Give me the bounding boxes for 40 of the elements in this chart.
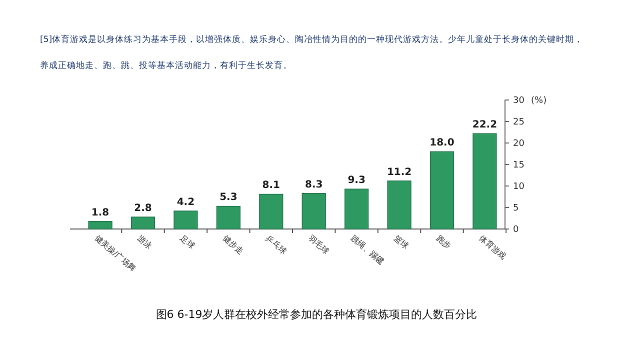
bar: [174, 210, 198, 230]
x-tick-label: 跳绳、踢毽: [349, 234, 386, 266]
y-tick-label: 30: [513, 96, 525, 106]
y-axis-title: (%): [531, 96, 547, 106]
y-tick-label: 15: [513, 160, 524, 171]
bar: [130, 216, 156, 230]
x-tick-label: 健美操/广场舞: [93, 234, 138, 274]
bar: [302, 193, 326, 230]
y-tick-label: 0: [513, 225, 519, 236]
x-tick-label: 体育游戏: [477, 234, 508, 262]
bar: [88, 220, 112, 230]
x-tick-label: 跑步: [434, 234, 453, 251]
data-label: 22.2: [472, 120, 498, 131]
x-tick-label: 乒乓球: [264, 234, 288, 256]
data-label: 8.3: [304, 179, 323, 190]
x-tick-label: 羽毛球: [306, 234, 331, 256]
data-label: 4.2: [176, 196, 195, 208]
bar: [344, 188, 369, 230]
x-tick-label: 游泳: [136, 234, 154, 251]
data-label: 8.1: [262, 180, 280, 192]
y-tick-label: 25: [513, 118, 524, 128]
text: 图6 6-19岁人群在校外经常参加的各种体育锻炼项目的人数百分比: [156, 308, 478, 321]
text: [5]体育游戏是以身体练习为基本手段，以增强体质、娱乐身心、陶冶性情为目的的一种现代游戏方法。少年儿童处于长身体的关键时期，养成正确地走、跑、跳、投等基本活动能力，有利于生长发育。: [40, 35, 584, 71]
data-label: 18.0: [430, 138, 454, 149]
bar: [387, 180, 412, 230]
x-tick-label: 健步走: [221, 234, 246, 256]
bar: [430, 151, 454, 230]
data-label: 9.3: [348, 175, 366, 186]
x-tick-label: 篮球: [392, 234, 410, 251]
y-tick-label: 10: [513, 182, 525, 192]
data-label: 11.2: [386, 166, 412, 178]
data-label: 1.8: [91, 207, 110, 218]
y-tick-label: 20: [513, 139, 525, 150]
data-label: 2.8: [134, 202, 152, 214]
y-tick-label: 5: [513, 204, 519, 214]
bar: [259, 194, 284, 230]
x-tick-label: 足球: [178, 234, 196, 251]
bar: [216, 206, 240, 230]
bar: [472, 133, 497, 230]
data-label: 5.3: [220, 192, 238, 204]
